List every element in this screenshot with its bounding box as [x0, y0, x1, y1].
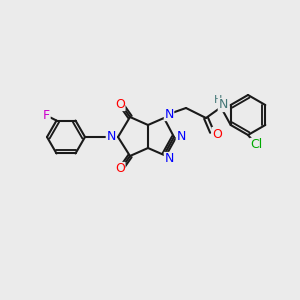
Text: N: N [164, 107, 174, 121]
Text: N: N [218, 98, 228, 112]
Text: O: O [115, 98, 125, 110]
Text: Cl: Cl [250, 139, 262, 152]
Text: H: H [214, 95, 222, 105]
Text: F: F [43, 109, 50, 122]
Text: O: O [115, 163, 125, 176]
Text: O: O [212, 128, 222, 140]
Text: N: N [176, 130, 186, 143]
Text: N: N [106, 130, 116, 143]
Text: N: N [164, 152, 174, 166]
